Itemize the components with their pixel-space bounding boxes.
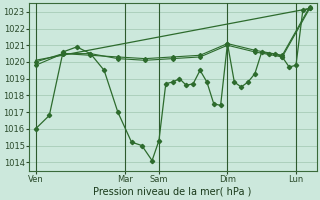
X-axis label: Pression niveau de la mer( hPa ): Pression niveau de la mer( hPa ) — [93, 187, 252, 197]
